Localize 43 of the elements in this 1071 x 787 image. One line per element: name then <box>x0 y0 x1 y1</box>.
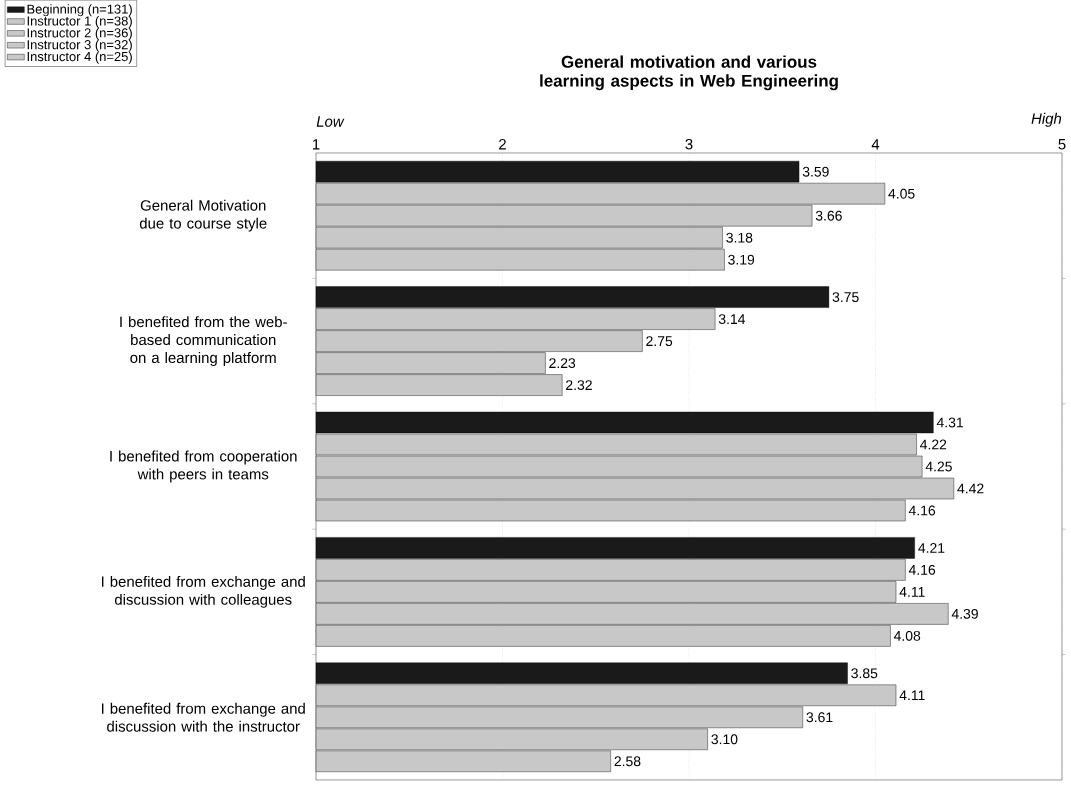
data-label: 4.11 <box>899 587 925 597</box>
x-tick-label: 1 <box>312 139 320 150</box>
y-tick-label: I benefited from cooperation with peers in teams <box>110 450 297 483</box>
y-tick-label: I benefited from exchange and discussion with the instructor <box>102 702 305 732</box>
data-label: 2.23 <box>549 358 576 369</box>
x-tick-label: 3 <box>685 138 693 150</box>
data-label: 4.39 <box>951 608 978 619</box>
legend-label: Instructor 3 (n=32) <box>27 39 132 52</box>
legend-label: Beginning (n=131) <box>27 4 132 17</box>
x-tick-label: 5 <box>1058 139 1066 150</box>
x-tick-label: 4 <box>871 139 880 150</box>
data-label: 3.19 <box>728 254 755 265</box>
data-label: 3.85 <box>851 668 878 679</box>
data-label: 2.32 <box>566 380 592 391</box>
data-label: 4.16 <box>908 505 936 516</box>
data-label: 4.31 <box>936 417 963 428</box>
data-label: 3.61 <box>806 712 833 723</box>
y-tick-label: I benefited from exchange and discussion with colleagues <box>102 575 305 608</box>
legend-label: Instructor 2 (n=36) <box>27 27 132 40</box>
text: Low <box>316 116 345 127</box>
data-label: 3.66 <box>815 210 842 221</box>
x-tick-label: 2 <box>499 139 506 150</box>
data-label: 2.75 <box>646 336 673 347</box>
data-label: 3.10 <box>711 734 738 745</box>
text: High <box>1031 112 1062 127</box>
data-label: 3.18 <box>726 232 753 243</box>
data-label: 3.75 <box>832 292 859 303</box>
data-label: 4.22 <box>920 439 947 450</box>
data-label: 4.21 <box>918 543 945 553</box>
data-label: 4.42 <box>957 483 984 494</box>
data-label: 4.05 <box>888 188 915 199</box>
data-label: 4.16 <box>908 564 936 575</box>
data-label: 3.59 <box>802 166 829 177</box>
legend-label: Instructor 4 (n=25) <box>27 51 132 64</box>
y-tick-label: General Motivation due to course style <box>139 199 267 232</box>
data-label: 4.25 <box>925 461 952 472</box>
legend-label: Instructor 1 (n=38) <box>27 16 132 29</box>
data-label: 4.11 <box>899 690 925 701</box>
y-tick-label: I benefited from the web-based communication on a learning platform <box>120 316 287 366</box>
chart-title: General motivation and various learning aspects in Web Engineering <box>540 55 838 91</box>
data-label: 3.14 <box>718 314 746 325</box>
data-label: 2.58 <box>614 756 641 767</box>
data-label: 4.08 <box>893 630 921 641</box>
